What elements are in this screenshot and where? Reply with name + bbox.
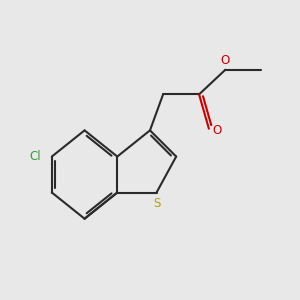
Text: O: O	[212, 124, 222, 137]
Text: O: O	[220, 53, 230, 67]
Text: Cl: Cl	[29, 150, 41, 163]
Text: S: S	[153, 197, 160, 211]
